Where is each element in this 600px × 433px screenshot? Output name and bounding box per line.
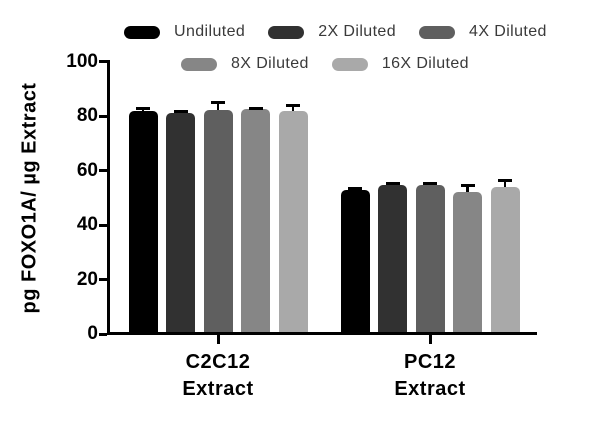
y-tick-mark (99, 332, 107, 336)
error-bar-cap-2x-diluted-pc12 (385, 181, 400, 185)
error-bar-16x-diluted-pc12 (503, 180, 507, 192)
x-tick-mark-c2c12 (216, 335, 220, 344)
chart-legend-row-1: Undiluted 2X Diluted 4X Diluted (124, 23, 570, 41)
y-tick-mark (99, 223, 107, 227)
x-category-label-line1: PC12 (403, 351, 457, 373)
y-axis-title: pg FOXO1A/ µg Extract (18, 82, 41, 314)
x-category-label-line1: C2C12 (185, 351, 251, 373)
x-category-label-line2: Extract (182, 378, 254, 400)
bar-undiluted-c2c12 (128, 111, 158, 334)
error-bar-cap-4x-diluted-c2c12 (211, 100, 225, 104)
legend-swatch-4x-diluted (419, 25, 456, 39)
x-category-label-c2c12: C2C12 Extract (148, 349, 288, 403)
x-category-label-pc12: PC12 Extract (360, 349, 500, 403)
chart-legend-row-2: 8X Diluted 16X Diluted (181, 55, 492, 73)
legend-item-16x-diluted: 16X Diluted (331, 55, 469, 73)
error-bar-4x-diluted-c2c12 (216, 102, 220, 114)
legend-label-16x-diluted: 16X Diluted (381, 55, 469, 72)
y-tick-label: 20 (76, 268, 98, 290)
error-bar-cap-undiluted-c2c12 (136, 107, 150, 111)
legend-label-8x-diluted: 8X Diluted (231, 55, 309, 72)
bar-undiluted-pc12 (340, 189, 370, 334)
legend-item-undiluted: Undiluted (124, 23, 245, 41)
legend-label-4x-diluted: 4X Diluted (469, 23, 547, 40)
error-bar-cap-8x-diluted-pc12 (460, 184, 475, 188)
error-bar-16x-diluted-c2c12 (291, 105, 295, 115)
x-tick-mark-pc12 (428, 335, 432, 344)
bar-8x-diluted-c2c12 (241, 109, 270, 334)
bar-16x-diluted-c2c12 (278, 110, 308, 334)
legend-item-2x-diluted: 2X Diluted (268, 23, 396, 41)
error-bar-8x-diluted-pc12 (466, 185, 469, 196)
legend-item-8x-diluted: 8X Diluted (181, 55, 309, 73)
y-axis-line (107, 60, 110, 335)
y-tick-label: 0 (87, 323, 98, 344)
legend-label-2x-diluted: 2X Diluted (318, 23, 397, 40)
y-tick-mark (99, 60, 107, 63)
bar-16x-diluted-pc12 (490, 187, 520, 334)
y-tick-mark (99, 278, 107, 281)
y-tick-label: 60 (76, 159, 98, 181)
y-tick-mark (99, 169, 107, 172)
legend-item-4x-diluted: 4X Diluted (419, 23, 547, 41)
error-bar-cap-16x-diluted-c2c12 (286, 104, 300, 108)
legend-swatch-undiluted (124, 25, 160, 39)
error-bar-cap-undiluted-pc12 (348, 187, 362, 191)
error-bar-cap-4x-diluted-pc12 (423, 181, 437, 185)
bar-8x-diluted-pc12 (453, 191, 482, 334)
legend-swatch-16x-diluted (331, 57, 368, 71)
error-bar-cap-8x-diluted-c2c12 (248, 106, 263, 110)
error-bar-cap-16x-diluted-pc12 (498, 178, 512, 182)
y-tick-label: 100 (66, 50, 98, 72)
legend-swatch-2x-diluted (268, 25, 305, 39)
bar-2x-diluted-c2c12 (166, 113, 195, 334)
bar-4x-diluted-c2c12 (203, 109, 233, 334)
bar-2x-diluted-pc12 (378, 184, 407, 334)
y-tick-label: 40 (76, 214, 98, 235)
legend-label-undiluted: Undiluted (174, 23, 246, 40)
bar-4x-diluted-pc12 (415, 184, 445, 334)
error-bar-cap-2x-diluted-c2c12 (173, 110, 188, 114)
y-tick-label: 80 (76, 105, 98, 126)
legend-swatch-8x-diluted (181, 57, 217, 71)
x-axis-line (107, 332, 537, 335)
y-tick-mark (99, 114, 107, 118)
x-category-label-line2: Extract (394, 378, 466, 400)
